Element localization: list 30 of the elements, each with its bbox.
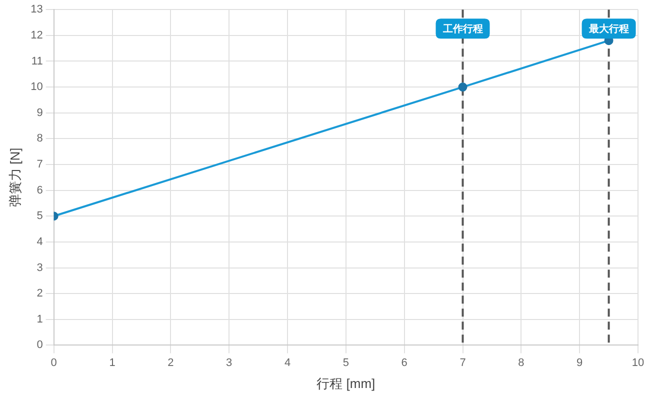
y-tick-label: 7 [36,158,43,171]
ref-line-label: 最大行程 [588,22,629,35]
y-tick-label: 3 [36,262,43,274]
y-tick-label: 12 [30,29,43,42]
y-tick-label: 10 [30,81,43,94]
y-tick-label: 6 [36,184,43,196]
y-tick-label: 13 [30,4,43,16]
x-tick-label: 7 [460,356,466,369]
y-tick-label: 8 [36,132,43,145]
x-tick-label: 1 [109,356,116,369]
y-tick-label: 9 [36,106,43,119]
x-tick-label: 10 [632,356,644,369]
ref-line-label: 工作行程 [442,22,483,35]
x-tick-label: 0 [50,356,57,369]
x-tick-label: 6 [401,356,408,369]
x-tick-label: 2 [168,356,174,369]
y-tick-label: 2 [36,288,43,300]
x-axis-title: 行程 [mm] [316,376,376,391]
y-tick-label: 0 [36,339,43,352]
point [458,82,468,92]
x-tick-label: 8 [518,356,524,369]
x-tick-label: 4 [284,356,291,369]
y-tick-label: 1 [36,313,43,326]
x-tick-label: 3 [226,356,232,369]
y-tick-label: 5 [36,210,43,222]
x-tick-label: 5 [342,356,349,369]
y-tick-label: 11 [31,55,43,68]
y-tick-label: 4 [36,236,43,248]
x-tick-label: 9 [576,356,583,369]
y-axis-title: 弹簧力 [N] [7,148,22,208]
